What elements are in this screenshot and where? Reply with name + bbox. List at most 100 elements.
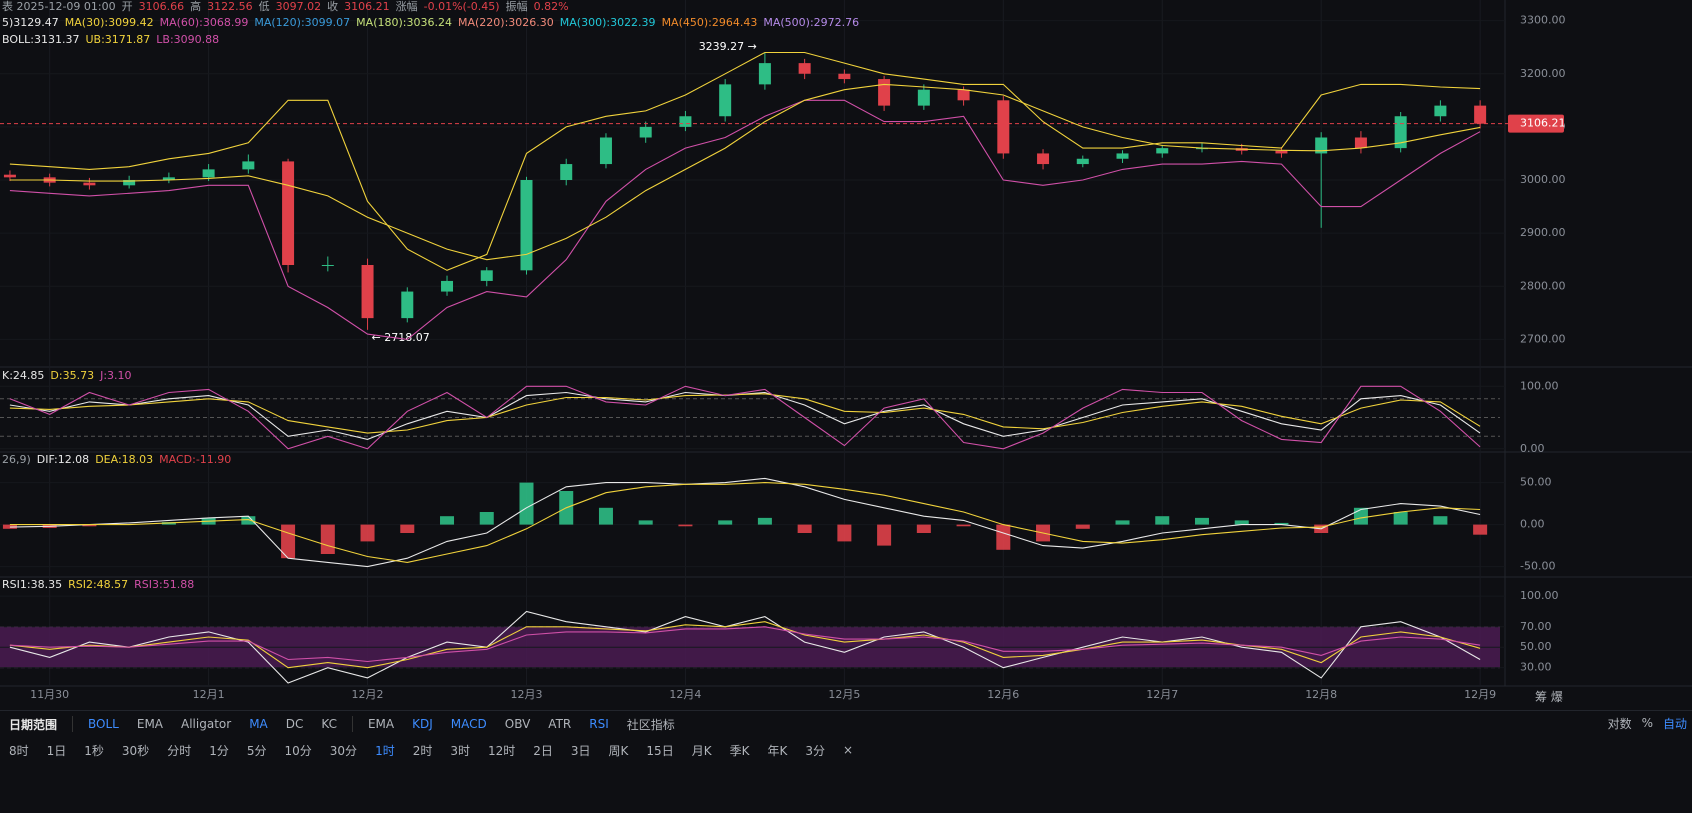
period-button[interactable]: 30分 <box>329 743 358 758</box>
chart: 11月30 12月1 12月2 12月3 12月4 12月5 12月6 12月7 12月8 12月… <box>0 0 1692 705</box>
period-bar: 8时 1日 1秒 30秒 分时 1分 5分 10分 30分 1时 2时 3时 12时 2日 3日 周K 15日 月… <box>0 738 1692 762</box>
y-tick-label: 2800.00 <box>1520 279 1566 292</box>
x-tick-label: 11月30 <box>30 688 69 701</box>
macd-bar <box>1155 516 1170 525</box>
period-button[interactable]: 3日 <box>570 743 591 758</box>
x-tick-label: 12月9 <box>1464 688 1496 701</box>
macd-bar <box>1194 517 1209 525</box>
main-indicator-button[interactable]: BOLL <box>88 717 119 731</box>
x-tick-label: 12月7 <box>1146 688 1178 701</box>
macd-bar <box>1393 512 1408 525</box>
period-button[interactable]: 2时 <box>412 743 433 758</box>
x-tick-label: 12月4 <box>669 688 701 701</box>
legend-item: DEA:18.03 <box>95 453 153 466</box>
legend-item: LB:3090.88 <box>156 33 219 46</box>
sub-indicator-button[interactable]: RSI <box>589 717 609 731</box>
date-range[interactable]: 日期范围 <box>9 717 58 732</box>
period-button[interactable]: 10分 <box>284 743 312 758</box>
sub-indicator-button[interactable]: OBV <box>504 717 531 731</box>
scale-button[interactable]: 自动 <box>1662 716 1687 731</box>
candle-body <box>3 174 16 178</box>
period-button[interactable]: 月K <box>691 743 712 758</box>
sub-indicator-button[interactable]: KDJ <box>412 717 433 731</box>
sub-indicator-button[interactable]: EMA <box>367 717 395 731</box>
main-indicator-button[interactable]: KC <box>321 717 337 731</box>
sub-indicator-button[interactable]: ATR <box>548 717 572 731</box>
candle-body <box>202 169 215 178</box>
indicator-line <box>9 51 1481 271</box>
scale-button[interactable]: 对数 <box>1607 716 1632 731</box>
period-button[interactable]: 2日 <box>533 743 553 758</box>
background <box>0 0 1692 705</box>
main-indicator-button[interactable]: MA <box>249 717 268 731</box>
macd-bar <box>996 524 1011 550</box>
macd-bar <box>241 516 256 525</box>
main-indicator-button[interactable]: DC <box>285 717 304 731</box>
macd-bar <box>320 524 335 554</box>
period-button[interactable]: 分时 <box>167 743 192 758</box>
indicator-line <box>9 385 1481 450</box>
period-button[interactable]: 年K <box>767 743 788 758</box>
main-indicator-button[interactable]: Alligator <box>181 717 232 731</box>
macd-bar <box>1234 520 1249 525</box>
scale-button[interactable]: % <box>1641 716 1653 730</box>
macd-bar <box>519 482 534 525</box>
period-button[interactable]: 季K <box>729 743 750 758</box>
candle-body <box>1354 137 1367 149</box>
macd-bar <box>1075 524 1090 529</box>
period-button[interactable]: 8时 <box>9 743 29 758</box>
legend-item: MACD:-11.90 <box>159 453 231 466</box>
legend-item: DIF:12.08 <box>37 453 89 466</box>
legend-item: MA(60):3068.99 <box>160 16 249 29</box>
sub-indicator-button[interactable]: MACD <box>450 717 487 731</box>
main-indicator-button[interactable]: EMA <box>136 717 164 731</box>
candle-body <box>560 164 573 180</box>
period-button[interactable]: 3分 <box>805 743 825 758</box>
y-tick-label: -50.00 <box>1520 560 1555 573</box>
candle-body <box>282 161 295 265</box>
community-indicators[interactable]: 社区指标 <box>626 717 675 732</box>
period-button[interactable]: 1时 <box>375 743 395 758</box>
period-button[interactable]: × <box>842 743 854 757</box>
legend-item: RSI2:48.57 <box>68 578 128 591</box>
period-button[interactable]: 3时 <box>450 743 470 758</box>
legend-item: MA(30):3099.42 <box>65 16 154 29</box>
macd-bar <box>360 524 375 542</box>
period-button[interactable]: 30秒 <box>121 743 150 758</box>
legend-item: 3097.02 <box>276 0 322 13</box>
period-button[interactable]: 5分 <box>246 743 267 758</box>
y-tick-label: 2900.00 <box>1520 226 1566 239</box>
period-button[interactable]: 周K <box>608 743 629 758</box>
period-button[interactable]: 1日 <box>46 743 67 758</box>
main-indicators: BOLL EMA Alligator MA DC KC <box>79 717 346 731</box>
macd-bar <box>797 524 812 533</box>
macd-bar <box>1274 522 1289 525</box>
corner-label[interactable]: 筹 爆 <box>1535 690 1563 704</box>
macd-bar <box>400 524 415 533</box>
candle-body <box>719 84 732 117</box>
period-button[interactable]: 1秒 <box>84 743 104 758</box>
period-button[interactable]: 1分 <box>209 743 229 758</box>
legend-item: MA(450):2964.43 <box>662 16 758 29</box>
candle-body <box>1474 105 1487 124</box>
legend-item: MA(300):3022.39 <box>560 16 656 29</box>
legend-item: 收 <box>327 0 338 13</box>
candle-body <box>1156 148 1169 154</box>
y-tick-label: 70.00 <box>1520 620 1552 633</box>
indicator-line <box>9 610 1481 684</box>
candle-body <box>361 265 374 319</box>
legend-item: 振幅 <box>506 0 528 13</box>
candle-body <box>520 180 533 271</box>
macd-bar <box>837 524 852 542</box>
legend-item: 高 <box>190 0 201 13</box>
legend-item: BOLL:3131.37 <box>2 33 79 46</box>
period-button[interactable]: 15日 <box>646 743 674 758</box>
legend-item: 3122.56 <box>207 0 253 13</box>
period-button[interactable]: 12时 <box>487 743 516 758</box>
legend-item: RSI1:38.35 <box>2 578 62 591</box>
candle-body <box>997 100 1010 154</box>
macd-bar <box>82 524 97 527</box>
macd-bar <box>1433 516 1448 525</box>
macd-bar <box>718 520 733 525</box>
candle-body <box>401 291 414 319</box>
